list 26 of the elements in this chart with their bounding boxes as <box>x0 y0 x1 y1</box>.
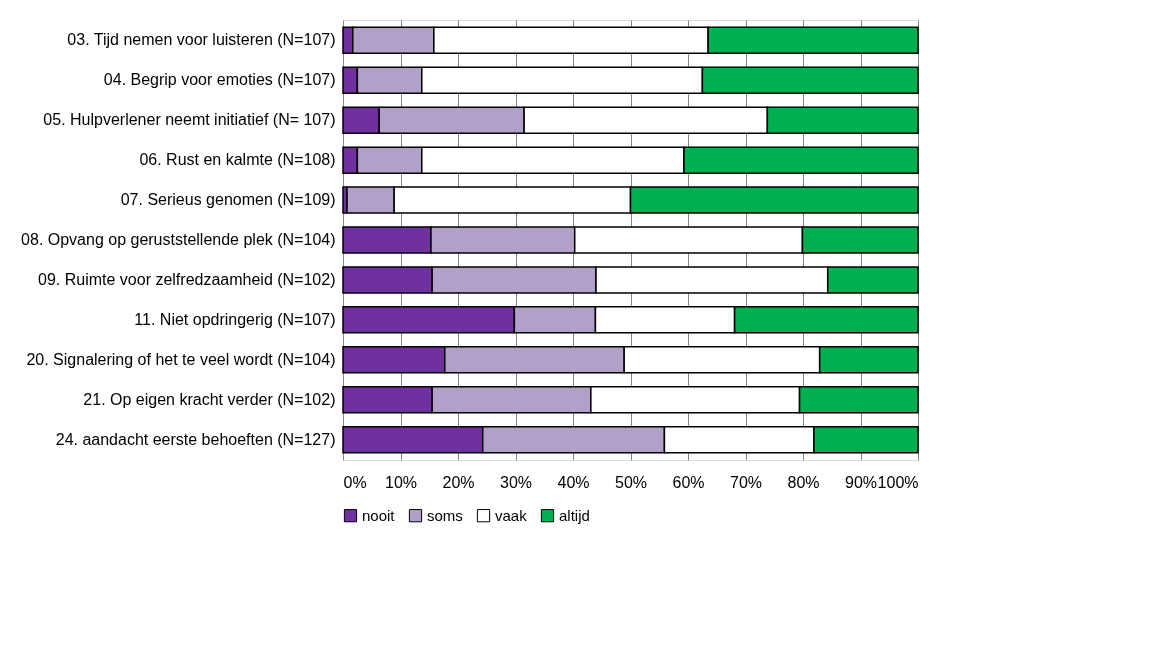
y-tick-label: 09. Ruimte voor zelfredzaamheid (N=102) <box>38 270 336 288</box>
y-tick-label: 21. Op eigen kracht verder (N=102) <box>83 390 336 408</box>
x-tick-label: 50% <box>614 473 648 491</box>
y-tick-label: 20. Signalering of het te veel wordt (N=104) <box>26 350 336 368</box>
y-tick-label: 11. Niet opdringerig (N=107) <box>134 310 336 328</box>
x-tick-label: 0% <box>343 473 367 491</box>
y-tick-label: 24. aandacht eerste behoeften (N=127) <box>55 430 336 448</box>
legend-label: soms <box>427 506 463 524</box>
x-tick-label: 80% <box>787 473 820 491</box>
x-tick-label: 100% <box>877 473 919 491</box>
x-tick-label: 30% <box>499 473 533 491</box>
legend-label: altijd <box>559 506 590 524</box>
x-tick-label: 20% <box>442 473 475 491</box>
x-tick-label: 60% <box>672 473 705 491</box>
y-tick-label: 05. Hulpverlener neemt initiatief (N= 107) <box>43 111 336 129</box>
y-tick-label: 03. Tijd nemen voor luisteren (N=107) <box>67 31 336 49</box>
legend-label: nooit <box>362 506 396 524</box>
y-tick-label: 04. Begrip voor emoties (N=107) <box>103 71 336 89</box>
x-tick-label: 70% <box>729 473 763 491</box>
y-tick-label: 07. Serieus genomen (N=109) <box>120 191 336 209</box>
x-tick-label: 90% <box>844 473 878 491</box>
y-tick-label: 06. Rust en kalmte (N=108) <box>139 151 336 169</box>
x-tick-label: 10% <box>384 473 418 491</box>
legend-label: vaak <box>495 506 528 524</box>
y-tick-label: 08. Opvang op geruststellende plek (N=104) <box>21 231 336 248</box>
x-tick-label: 40% <box>557 473 590 491</box>
